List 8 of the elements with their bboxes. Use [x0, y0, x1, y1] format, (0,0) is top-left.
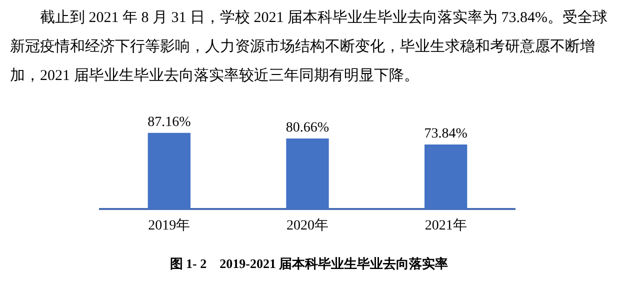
data-label: 87.16%: [148, 114, 192, 130]
x-tick-label: 2021年: [424, 217, 467, 234]
data-label: 73.84%: [424, 126, 468, 142]
text: 截止到 2021 年 8 月 31 日，学校 2021 届本科毕业生毕业去向落实率为 73.84%。受全球新冠疫情和经济下行等影响，人力资源市场结构不断变化，毕业生求稳和考研意愿不断增加，2021 届毕业生毕业去向落实率较近三年同期有明显下降。: [10, 8, 608, 86]
data-label: 80.66%: [286, 120, 330, 136]
x-tick-label: 2020年: [286, 217, 328, 234]
text: 图 1- 2 2019-2021 届本科毕业生毕业去向落实率: [168, 255, 450, 273]
x-tick-label: 2019年: [148, 217, 190, 234]
